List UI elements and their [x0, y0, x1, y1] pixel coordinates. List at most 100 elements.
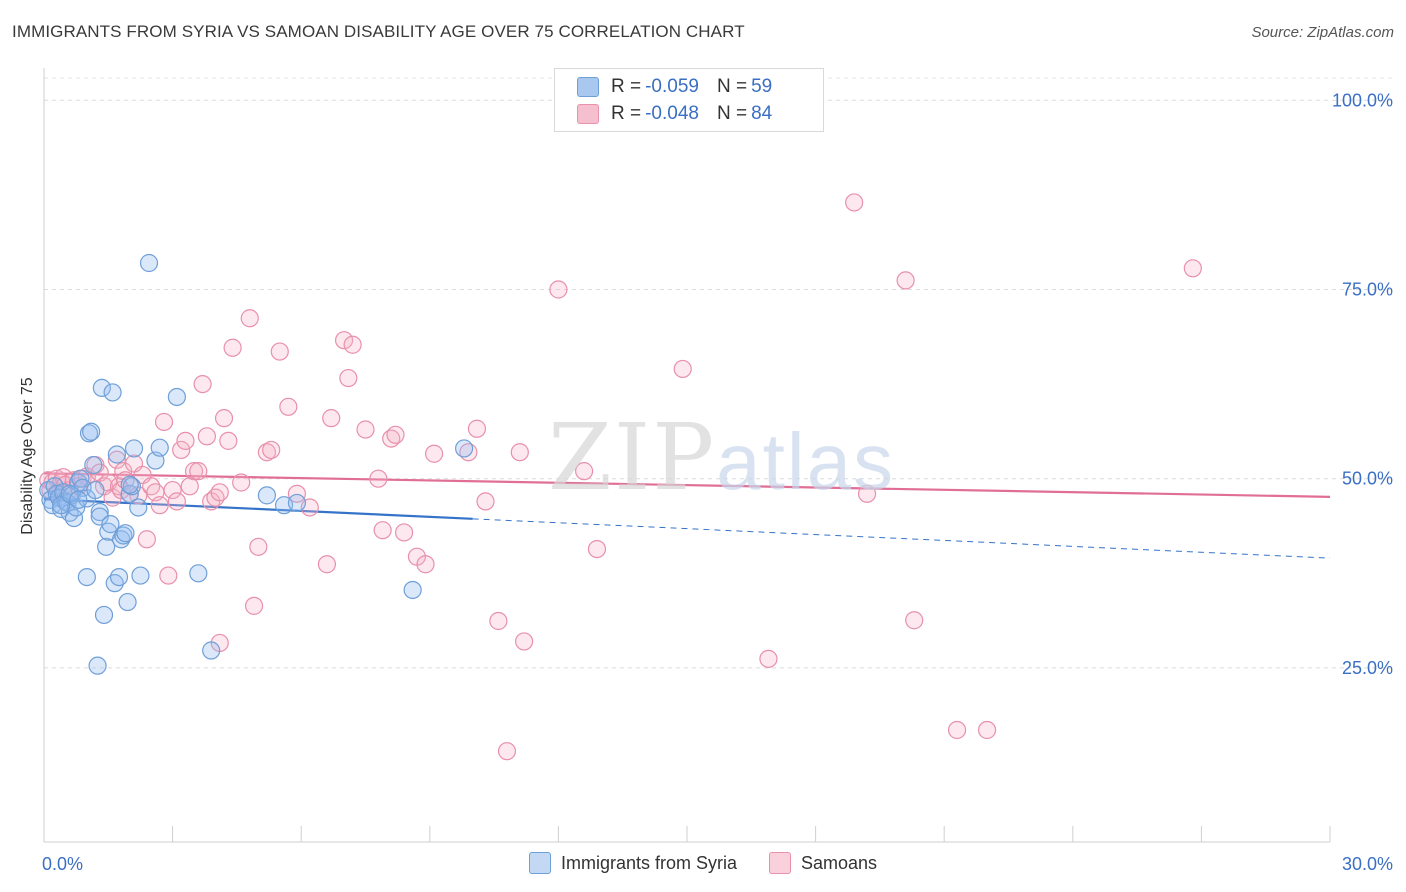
trend-lines	[43, 472, 1331, 559]
point-samoans-71	[424, 444, 444, 463]
point-syria-49	[257, 486, 277, 505]
point-samoans-82	[759, 649, 778, 668]
point-samoans-79	[549, 280, 568, 299]
point-samoans-76	[497, 742, 517, 761]
point-samoans-77	[510, 443, 529, 462]
legend-swatch-samoans	[577, 104, 599, 124]
point-samoans-80	[587, 539, 607, 559]
point-samoans-40	[193, 374, 212, 394]
legend-swatch-syria	[528, 852, 551, 874]
watermark: ZIPatlas	[548, 404, 895, 511]
legend-row-samoans: R = -0.048 N = 84	[577, 100, 772, 128]
point-syria-35	[114, 526, 133, 545]
point-syria-56	[69, 490, 88, 509]
point-samoans-48	[232, 473, 251, 492]
point-samoans-58	[317, 555, 337, 574]
point-syria-52	[403, 580, 422, 600]
point-samoans-47	[223, 338, 242, 357]
point-samoans-45	[214, 409, 234, 428]
trend-line-dashed-0	[472, 518, 1331, 559]
point-syria-51	[287, 493, 307, 513]
point-syria-33	[109, 567, 129, 587]
point-samoans-75	[489, 611, 508, 631]
series-legend: Immigrants from Syria Samoans	[0, 852, 1406, 874]
legend-label-samoans: Samoans	[800, 852, 878, 873]
tick-labels: 25.0% 50.0% 75.0% 100.0% 0.0% 30.0%	[42, 90, 1393, 874]
watermark-zip: ZIP	[548, 404, 717, 511]
point-samoans-37	[180, 477, 199, 496]
stats-legend: R = -0.059 N = 59 R = -0.048 N = 84	[554, 68, 824, 132]
point-syria-24	[90, 507, 109, 526]
point-samoans-91	[857, 484, 877, 503]
legend-n-label: N =	[716, 76, 748, 97]
source-credit: Source: ZipAtlas.com	[1251, 24, 1394, 41]
point-syria-53	[454, 439, 474, 458]
point-syria-29	[101, 515, 120, 534]
y-tick-label-50: 50.0%	[1342, 469, 1393, 489]
point-samoans-84	[896, 271, 915, 290]
point-samoans-62	[343, 335, 362, 354]
legend-n-value: 84	[751, 103, 773, 124]
point-samoans-33	[163, 480, 182, 500]
point-syria-41	[129, 498, 148, 517]
point-samoans-34	[167, 492, 186, 511]
point-samoans-63	[356, 420, 375, 439]
point-samoans-60	[334, 331, 354, 350]
legend-item-samoans[interactable]: Samoans	[768, 852, 878, 874]
point-samoans-81	[673, 359, 692, 379]
point-syria-27	[97, 537, 116, 556]
point-samoans-35	[172, 440, 191, 460]
point-syria-26	[94, 605, 114, 625]
point-samoans-59	[322, 409, 341, 428]
point-syria-18	[77, 567, 96, 587]
point-samoans-64	[369, 469, 388, 488]
y-axis-title: Disability Age Over 75	[19, 377, 36, 535]
point-syria-42	[131, 566, 150, 585]
point-samoans-70	[416, 555, 435, 574]
point-samoans-49	[240, 309, 259, 328]
grid-lines	[44, 77, 1392, 669]
point-syria-25	[92, 378, 111, 397]
legend-r-value: -0.059	[645, 76, 699, 97]
point-samoans-74	[476, 492, 495, 511]
point-samoans-32	[159, 566, 178, 585]
point-samoans-87	[977, 720, 997, 740]
point-samoans-78	[515, 632, 534, 651]
point-samoans-55	[279, 397, 298, 416]
point-syria-30	[103, 383, 122, 402]
point-syria-36	[116, 524, 135, 543]
legend-row-syria: R = -0.059 N = 59	[577, 73, 772, 101]
point-syria-23	[90, 502, 109, 522]
point-syria-58	[120, 475, 139, 494]
legend-label-syria: Immigrants from Syria	[560, 852, 737, 873]
point-syria-37	[118, 592, 137, 612]
y-tick-label-100: 100.0%	[1332, 90, 1393, 110]
point-samoans-50	[244, 596, 264, 615]
point-syria-21	[84, 455, 103, 475]
point-samoans-46	[219, 431, 238, 450]
point-samoans-53	[262, 440, 281, 460]
point-syria-22	[86, 480, 105, 500]
point-samoans-83	[845, 193, 864, 212]
point-syria-20	[82, 422, 101, 441]
legend-r-value: -0.048	[645, 103, 699, 124]
point-samoans-41	[197, 427, 216, 446]
point-samoans-44	[210, 483, 229, 502]
legend-swatch-syria	[577, 77, 599, 97]
trend-line-0	[43, 498, 473, 520]
point-samoans-85	[905, 611, 924, 630]
legend-item-syria[interactable]: Immigrants from Syria	[528, 852, 737, 874]
legend-r-label: R =	[611, 103, 642, 124]
point-samoans-39	[189, 462, 208, 481]
point-samoans-27	[137, 530, 156, 549]
point-samoans-18	[107, 450, 126, 469]
point-syria-45	[150, 438, 169, 457]
watermark-atlas: atlas	[716, 417, 896, 506]
y-tick-label-25: 25.0%	[1342, 658, 1393, 678]
point-samoans-54	[270, 342, 289, 361]
legend-r-label: R =	[611, 76, 642, 97]
point-samoans-65	[373, 521, 392, 540]
x-tick-label-30: 30.0%	[1342, 854, 1393, 874]
legend-n-value: 59	[751, 76, 773, 97]
